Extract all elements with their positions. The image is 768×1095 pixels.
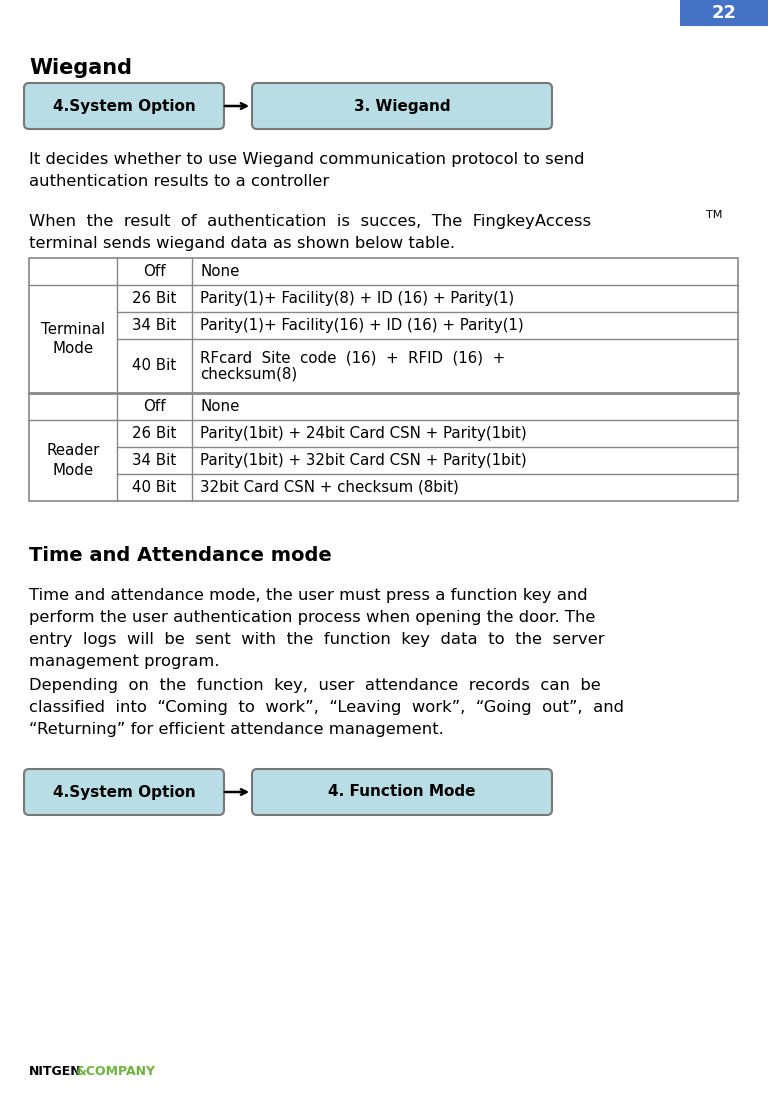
Text: When  the  result  of  authentication  is  succes,  The  FingkeyAccess: When the result of authentication is suc… [29,214,591,229]
Text: 26 Bit: 26 Bit [132,291,177,306]
Text: Time and attendance mode, the user must press a function key and: Time and attendance mode, the user must … [29,588,588,603]
Text: authentication results to a controller: authentication results to a controller [29,174,329,189]
Text: 4.System Option: 4.System Option [53,99,195,114]
FancyBboxPatch shape [252,769,552,815]
FancyBboxPatch shape [252,83,552,129]
Text: It decides whether to use Wiegand communication protocol to send: It decides whether to use Wiegand commun… [29,152,584,168]
Text: Parity(1)+ Facility(8) + ID (16) + Parity(1): Parity(1)+ Facility(8) + ID (16) + Parit… [200,291,515,306]
Text: 34 Bit: 34 Bit [132,453,177,468]
Text: management program.: management program. [29,654,220,669]
Text: checksum(8): checksum(8) [200,367,297,381]
FancyBboxPatch shape [24,769,224,815]
Text: perform the user authentication process when opening the door. The: perform the user authentication process … [29,610,595,625]
Text: classified  into  “Coming  to  work”,  “Leaving  work”,  “Going  out”,  and: classified into “Coming to work”, “Leavi… [29,700,624,715]
Text: Time and Attendance mode: Time and Attendance mode [29,546,332,565]
Text: 4. Function Mode: 4. Function Mode [328,784,475,799]
Text: 34 Bit: 34 Bit [132,318,177,333]
Text: 26 Bit: 26 Bit [132,426,177,441]
Text: 4.System Option: 4.System Option [53,784,195,799]
Text: “Returning” for efficient attendance management.: “Returning” for efficient attendance man… [29,722,444,737]
Text: 32bit Card CSN + checksum (8bit): 32bit Card CSN + checksum (8bit) [200,480,458,495]
Text: entry  logs  will  be  sent  with  the  function  key  data  to  the  server: entry logs will be sent with the functio… [29,632,604,647]
FancyBboxPatch shape [24,83,224,129]
Bar [29,258,738,502]
Text: 22: 22 [711,4,737,22]
Text: None: None [200,264,240,279]
Bar [680,0,768,26]
Text: terminal sends wiegand data as shown below table.: terminal sends wiegand data as shown bel… [29,237,455,251]
Text: Reader
Mode: Reader Mode [46,443,100,477]
Text: &COMPANY: &COMPANY [75,1065,155,1077]
Text: TM: TM [706,210,723,220]
Text: Parity(1bit) + 32bit Card CSN + Parity(1bit): Parity(1bit) + 32bit Card CSN + Parity(1… [200,453,527,468]
Text: 40 Bit: 40 Bit [132,480,177,495]
Text: Parity(1)+ Facility(16) + ID (16) + Parity(1): Parity(1)+ Facility(16) + ID (16) + Pari… [200,318,524,333]
Text: RFcard  Site  code  (16)  +  RFID  (16)  +: RFcard Site code (16) + RFID (16) + [200,350,505,366]
Text: Depending  on  the  function  key,  user  attendance  records  can  be: Depending on the function key, user atte… [29,678,601,693]
Text: Terminal
Mode: Terminal Mode [41,322,105,356]
Text: Off: Off [143,399,166,414]
Text: Off: Off [143,264,166,279]
Text: None: None [200,399,240,414]
Text: NITGEN: NITGEN [29,1065,81,1077]
Text: 3. Wiegand: 3. Wiegand [354,99,450,114]
Text: Parity(1bit) + 24bit Card CSN + Parity(1bit): Parity(1bit) + 24bit Card CSN + Parity(1… [200,426,527,441]
Text: Wiegand: Wiegand [29,58,132,78]
Text: 40 Bit: 40 Bit [132,358,177,373]
